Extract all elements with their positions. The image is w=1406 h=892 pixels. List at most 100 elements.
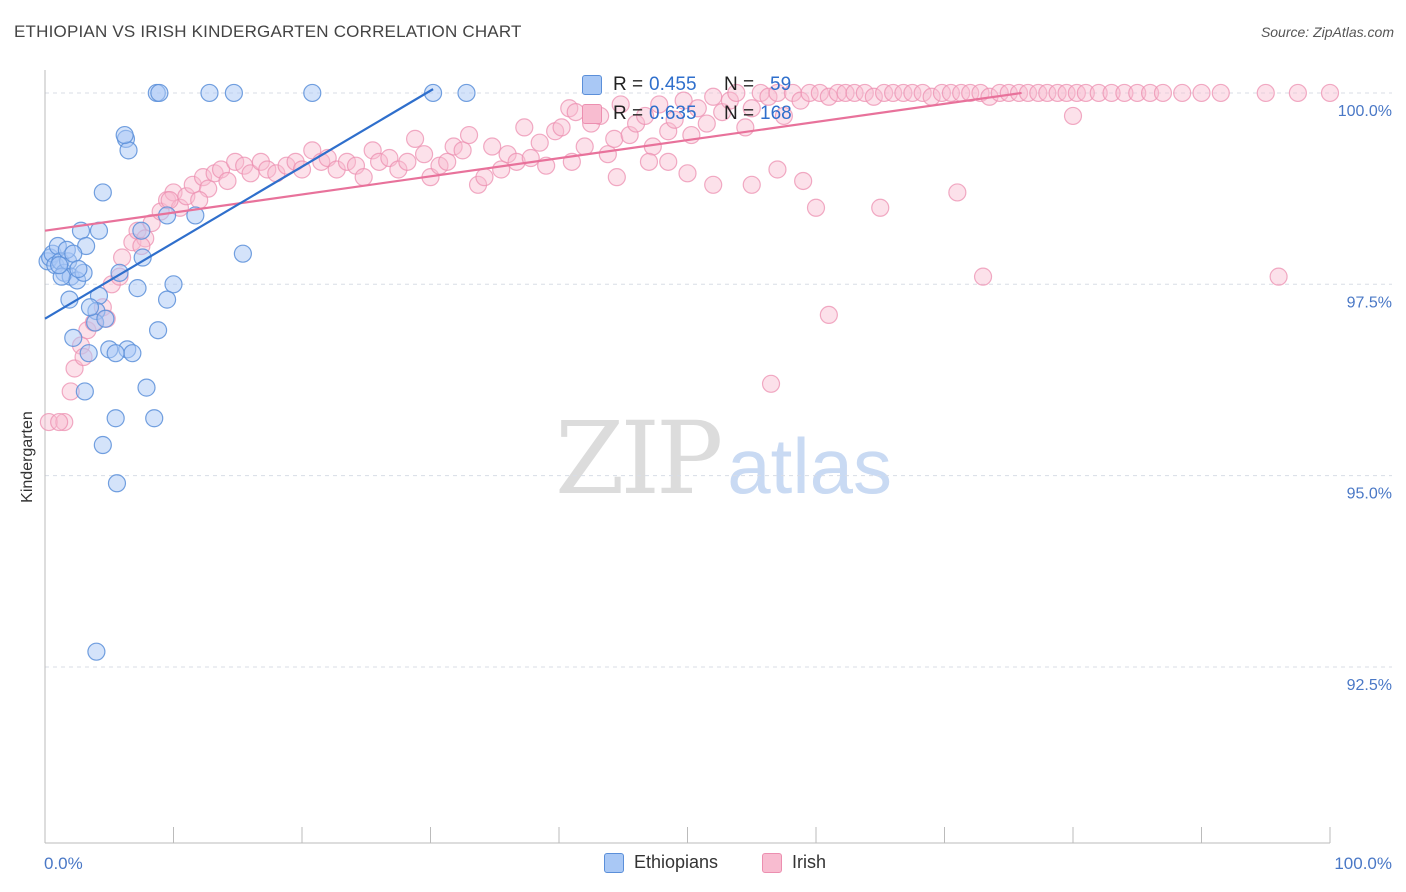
irish-point [794, 171, 813, 191]
irish-point [1173, 83, 1192, 103]
ethiopian-point [93, 183, 112, 202]
irish-point [211, 160, 231, 179]
ethiopian-point [64, 328, 83, 347]
irish-trend-line [44, 91, 1022, 232]
y-tick-label: 95.0% [1347, 486, 1392, 503]
irish-point [183, 175, 202, 194]
trend-layer [44, 88, 1022, 320]
irish-point [453, 141, 472, 160]
ethiopian-point [200, 83, 219, 103]
irish-point [759, 87, 778, 106]
irish-point [1320, 83, 1340, 103]
legend-row-ethiopians: R = 0.455 N = 59 [556, 68, 820, 99]
legend-r-value: 0.635 [649, 103, 697, 124]
irish-point [337, 152, 357, 171]
ethiopian-point [137, 378, 156, 397]
ethiopian-point [133, 248, 152, 267]
watermark-zip: ZIP [555, 400, 723, 517]
irish-point [414, 145, 434, 164]
chart-title: ETHIOPIAN VS IRISH KINDERGARTEN CORRELAT… [14, 22, 522, 41]
legend-item-irish[interactable]: Irish [762, 852, 826, 873]
legend-swatch-ethiopians [582, 75, 602, 95]
irish-point [639, 152, 659, 171]
ethiopian-point [128, 279, 147, 298]
irish-point [1102, 83, 1121, 103]
ethiopian-point [303, 83, 322, 103]
irish-point [515, 118, 534, 137]
irish-point [1038, 83, 1057, 103]
irish-point [973, 267, 993, 286]
irish-point [258, 160, 277, 179]
ethiopian-point [123, 344, 142, 363]
watermark: ZIP atlas [555, 400, 892, 517]
source-credit: Source: ZipAtlas.com [1260, 24, 1394, 40]
irish-point [438, 152, 457, 171]
irish-point [1128, 83, 1147, 103]
irish-point [659, 122, 678, 141]
irish-point [635, 106, 655, 126]
legend-r-label: R = [613, 74, 644, 95]
irish-point [218, 171, 237, 191]
irish-point [55, 412, 74, 432]
ethiopian-point [107, 474, 127, 493]
ethiopian-point [145, 409, 164, 428]
irish-point [160, 191, 179, 210]
irish-point [659, 152, 678, 171]
tick-label-layer: 100.0% 97.5% 95.0% 92.5% 0.0% 100.0% [44, 103, 1392, 873]
irish-point [903, 83, 922, 103]
irish-point [607, 168, 626, 187]
legend-item-ethiopians[interactable]: Ethiopians [604, 852, 718, 873]
legend-swatch-irish [762, 852, 782, 873]
ethiopian-point [106, 344, 125, 363]
irish-point [530, 133, 549, 152]
irish-point [819, 305, 838, 325]
irish-point [327, 160, 346, 179]
irish-point [855, 83, 874, 103]
irish-point [845, 83, 864, 103]
irish-point [354, 168, 373, 187]
legend-n-value: 59 [770, 74, 792, 95]
y-tick-label: 100.0% [1338, 103, 1392, 120]
irish-point [761, 374, 781, 393]
irish-point [492, 160, 511, 179]
ethiopian-point [69, 259, 88, 279]
irish-point [598, 145, 617, 164]
irish-point [444, 137, 463, 156]
irish-point [507, 152, 526, 171]
y-tick-label: 97.5% [1347, 294, 1392, 311]
irish-point [112, 248, 132, 267]
irish-point [674, 91, 693, 110]
irish-point [948, 183, 967, 202]
legend-label-irish: Irish [792, 852, 827, 872]
ethiopian-point [150, 83, 169, 103]
irish-point [1063, 106, 1083, 126]
irish-point [1192, 83, 1211, 103]
irish-point [475, 168, 494, 187]
ethiopian-point [233, 244, 252, 263]
irish-point [688, 99, 707, 118]
irish-point [913, 83, 932, 103]
irish-point [611, 95, 630, 114]
x-tick-label: 0.0% [44, 854, 83, 873]
irish-point [864, 87, 883, 106]
irish-point [1140, 83, 1160, 103]
ethiopian-point [75, 382, 94, 401]
grid-layer [45, 92, 1392, 668]
ethiopian-points [38, 83, 476, 661]
irish-point [871, 198, 890, 217]
irish-point [405, 129, 425, 148]
legend-r-value: 0.455 [649, 74, 697, 95]
ethiopian-point [87, 642, 106, 661]
irish-point [727, 83, 746, 103]
irish-point [226, 152, 245, 171]
irish-point [697, 114, 716, 133]
irish-point [398, 152, 417, 171]
irish-point [1288, 83, 1307, 103]
irish-point [39, 412, 58, 432]
irish-point [650, 95, 669, 114]
ethiopian-point [80, 298, 100, 317]
legend-n-value: 168 [760, 103, 792, 124]
ethiopian-point [50, 256, 69, 275]
ethiopian-point [96, 309, 115, 328]
